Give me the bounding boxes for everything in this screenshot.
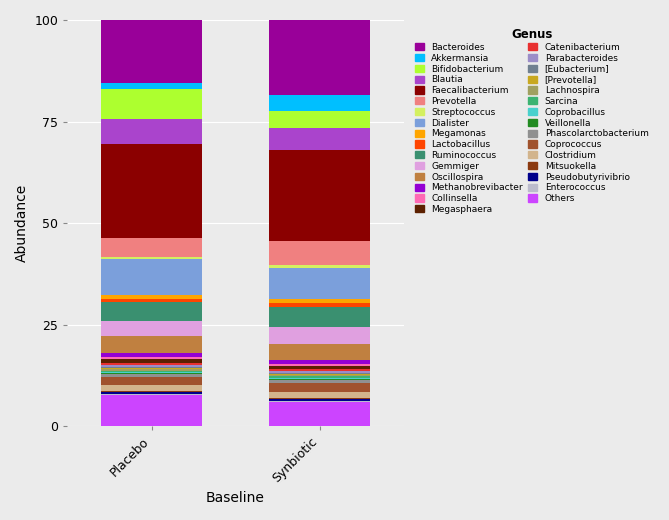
Bar: [269, 401, 370, 402]
Bar: [269, 303, 370, 307]
Bar: [101, 257, 202, 259]
Y-axis label: Abundance: Abundance: [15, 184, 29, 263]
Bar: [101, 299, 202, 302]
Bar: [101, 83, 202, 89]
Bar: [269, 128, 370, 150]
Legend: Bacteroides, Akkermansia, Bifidobacterium, Blautia, Faecalibacterium, Prevotella: Bacteroides, Akkermansia, Bifidobacteriu…: [411, 24, 652, 218]
Bar: [269, 378, 370, 379]
Bar: [101, 119, 202, 144]
Bar: [101, 385, 202, 391]
Bar: [101, 371, 202, 372]
Bar: [269, 372, 370, 374]
Bar: [101, 373, 202, 374]
Bar: [101, 357, 202, 359]
Bar: [101, 336, 202, 353]
Bar: [269, 375, 370, 376]
Bar: [269, 366, 370, 369]
X-axis label: Baseline: Baseline: [206, 491, 265, 505]
Bar: [101, 238, 202, 257]
Bar: [101, 394, 202, 395]
Bar: [269, 381, 370, 383]
Bar: [101, 393, 202, 394]
Bar: [269, 398, 370, 399]
Bar: [269, 360, 370, 364]
Bar: [269, 383, 370, 392]
Bar: [101, 369, 202, 371]
Bar: [269, 241, 370, 266]
Bar: [101, 363, 202, 365]
Bar: [101, 20, 202, 83]
Bar: [269, 379, 370, 381]
Bar: [101, 365, 202, 367]
Bar: [269, 298, 370, 303]
Bar: [101, 367, 202, 368]
Bar: [269, 150, 370, 241]
Bar: [101, 144, 202, 238]
Bar: [101, 391, 202, 393]
Bar: [269, 371, 370, 372]
Bar: [101, 302, 202, 321]
Bar: [269, 369, 370, 371]
Bar: [269, 374, 370, 375]
Bar: [101, 353, 202, 357]
Bar: [269, 344, 370, 360]
Bar: [101, 295, 202, 299]
Bar: [269, 20, 370, 95]
Bar: [101, 359, 202, 363]
Bar: [269, 392, 370, 398]
Bar: [101, 89, 202, 119]
Bar: [269, 266, 370, 268]
Bar: [101, 259, 202, 295]
Bar: [101, 368, 202, 369]
Bar: [269, 402, 370, 426]
Bar: [269, 268, 370, 298]
Bar: [101, 395, 202, 426]
Bar: [269, 376, 370, 378]
Bar: [101, 374, 202, 376]
Bar: [101, 372, 202, 373]
Bar: [269, 95, 370, 111]
Bar: [269, 364, 370, 366]
Bar: [101, 321, 202, 336]
Bar: [101, 376, 202, 385]
Bar: [269, 307, 370, 327]
Bar: [269, 327, 370, 344]
Bar: [269, 111, 370, 128]
Bar: [269, 399, 370, 401]
